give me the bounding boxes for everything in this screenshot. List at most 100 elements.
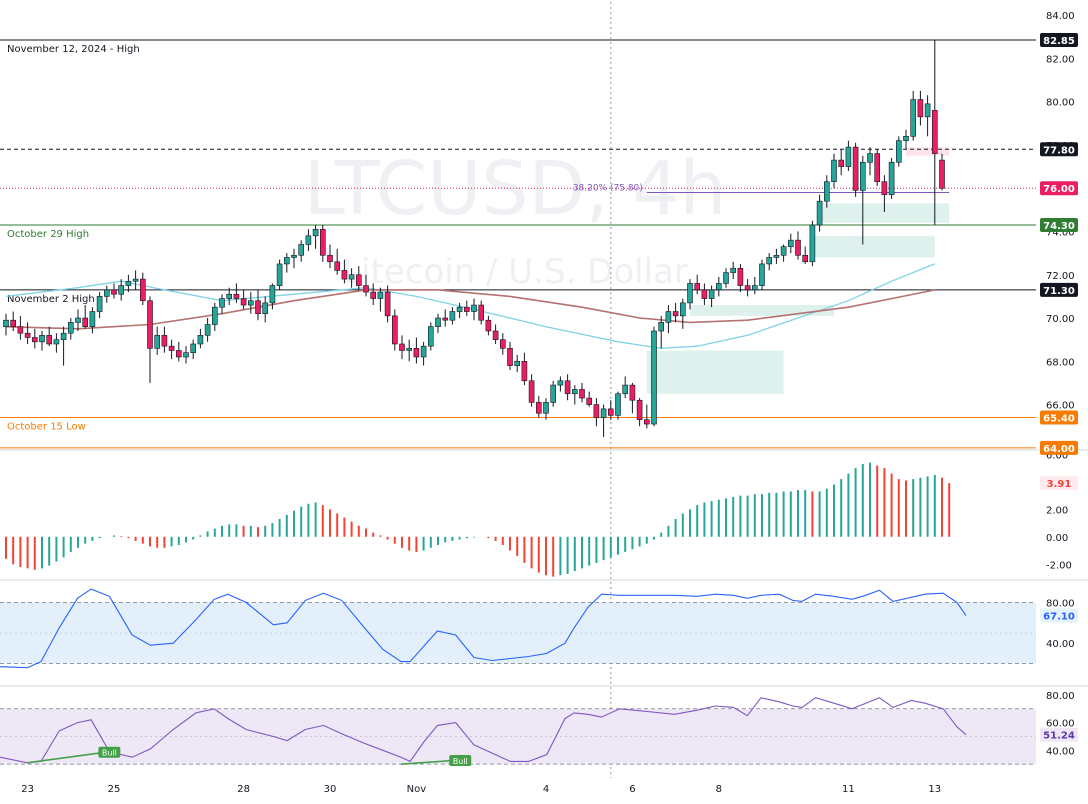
candle-body xyxy=(730,267,737,273)
macd-pane[interactable] xyxy=(5,462,951,577)
candle-115 xyxy=(831,153,837,189)
badge-nov2-bg xyxy=(1040,282,1078,297)
candle-body xyxy=(672,311,679,317)
candle-body xyxy=(557,380,564,386)
candle-body xyxy=(132,278,139,282)
candle-body xyxy=(636,399,643,421)
candle-25 xyxy=(183,346,189,364)
candle-body xyxy=(60,332,67,340)
candle-106 xyxy=(766,253,773,271)
badge-oct15-bg xyxy=(1040,410,1078,425)
candle-body xyxy=(478,304,485,321)
date-tick: 28 xyxy=(237,784,250,795)
watermark-symbol: LTCUSD, 4h xyxy=(304,146,727,232)
candle-body xyxy=(463,306,470,312)
candle-103 xyxy=(744,279,751,297)
sma-fast-line xyxy=(5,263,936,349)
stochastic-pane[interactable] xyxy=(0,588,1036,669)
candle-53 xyxy=(384,285,391,323)
candle-45 xyxy=(327,244,333,269)
candles-layer xyxy=(3,40,945,438)
candle-60 xyxy=(435,313,441,334)
candle-body xyxy=(492,330,499,340)
candle-body xyxy=(600,408,607,418)
candle-body xyxy=(809,224,816,263)
candle-112 xyxy=(809,220,816,267)
candle-54 xyxy=(391,309,398,351)
candle-body xyxy=(17,326,24,334)
candle-84 xyxy=(607,400,614,420)
badge-nov2: 71.30 xyxy=(1043,286,1075,297)
candle-86 xyxy=(622,376,629,399)
candle-body xyxy=(384,291,391,317)
candle-85 xyxy=(615,391,621,420)
candle-body xyxy=(895,140,902,163)
candle-17 xyxy=(125,274,132,293)
candle-121 xyxy=(874,149,881,187)
candle-body xyxy=(564,380,571,395)
candle-body xyxy=(3,319,9,327)
candle-body xyxy=(852,146,859,191)
badge-resistance-bg xyxy=(1040,142,1078,157)
candle-15 xyxy=(111,283,117,299)
candle-body xyxy=(622,384,629,395)
candle-80 xyxy=(579,382,585,403)
macd-tick: 2.00 xyxy=(1046,505,1068,516)
badge-oct29-bg xyxy=(1040,218,1078,232)
candle-0 xyxy=(3,313,9,336)
candle-body xyxy=(708,289,715,299)
candle-body xyxy=(68,322,74,334)
candle-126 xyxy=(910,90,917,141)
candle-body xyxy=(341,270,348,280)
candle-93 xyxy=(672,302,679,323)
candle-65 xyxy=(471,298,477,321)
candle-body xyxy=(168,345,175,351)
candle-8 xyxy=(60,326,67,366)
date-tick: 6 xyxy=(629,784,635,795)
candle-67 xyxy=(485,315,492,336)
candle-122 xyxy=(881,175,888,213)
candle-body xyxy=(219,298,225,308)
macd-tick: 0.00 xyxy=(1046,533,1068,544)
candle-3 xyxy=(24,322,31,344)
candle-body xyxy=(845,146,852,167)
candle-71 xyxy=(514,354,521,373)
candle-1 xyxy=(10,311,16,332)
candle-123 xyxy=(888,157,895,200)
candle-77 xyxy=(557,376,564,392)
date-tick: 25 xyxy=(108,784,121,795)
price-tick: 82.00 xyxy=(1046,54,1075,65)
candle-body xyxy=(679,302,686,317)
candle-body xyxy=(787,239,794,247)
candle-12 xyxy=(89,307,96,334)
candle-body xyxy=(737,267,744,286)
candle-46 xyxy=(334,248,341,275)
stoch-band xyxy=(0,602,1036,664)
candle-26 xyxy=(190,339,196,360)
badge-high-bg xyxy=(1040,33,1078,48)
candle-body xyxy=(212,306,218,325)
candle-117 xyxy=(845,140,852,171)
candle-body xyxy=(118,285,124,295)
candle-38 xyxy=(276,259,283,290)
candle-107 xyxy=(773,248,780,264)
candle-body xyxy=(161,335,168,347)
level-label-nov2: November 2 High xyxy=(7,294,95,305)
date-axis[interactable]: 23 25 28 30 Nov 4 6 8 11 13 xyxy=(21,784,941,795)
price-tick: 84.00 xyxy=(1046,11,1075,22)
candle-92 xyxy=(665,305,672,334)
badge-low: 64.00 xyxy=(1043,444,1075,455)
macd-tick: -2.00 xyxy=(1046,560,1072,571)
candle-body xyxy=(571,389,578,395)
candle-body xyxy=(651,330,657,425)
candle-87 xyxy=(629,382,636,414)
candle-72 xyxy=(521,352,528,386)
badge-rsi-bg xyxy=(1040,727,1078,742)
candle-body xyxy=(939,159,945,189)
candle-body xyxy=(377,291,384,299)
candle-113 xyxy=(816,194,823,232)
rsi-pane[interactable]: Bull Bull xyxy=(0,697,1036,766)
candle-23 xyxy=(168,339,175,360)
